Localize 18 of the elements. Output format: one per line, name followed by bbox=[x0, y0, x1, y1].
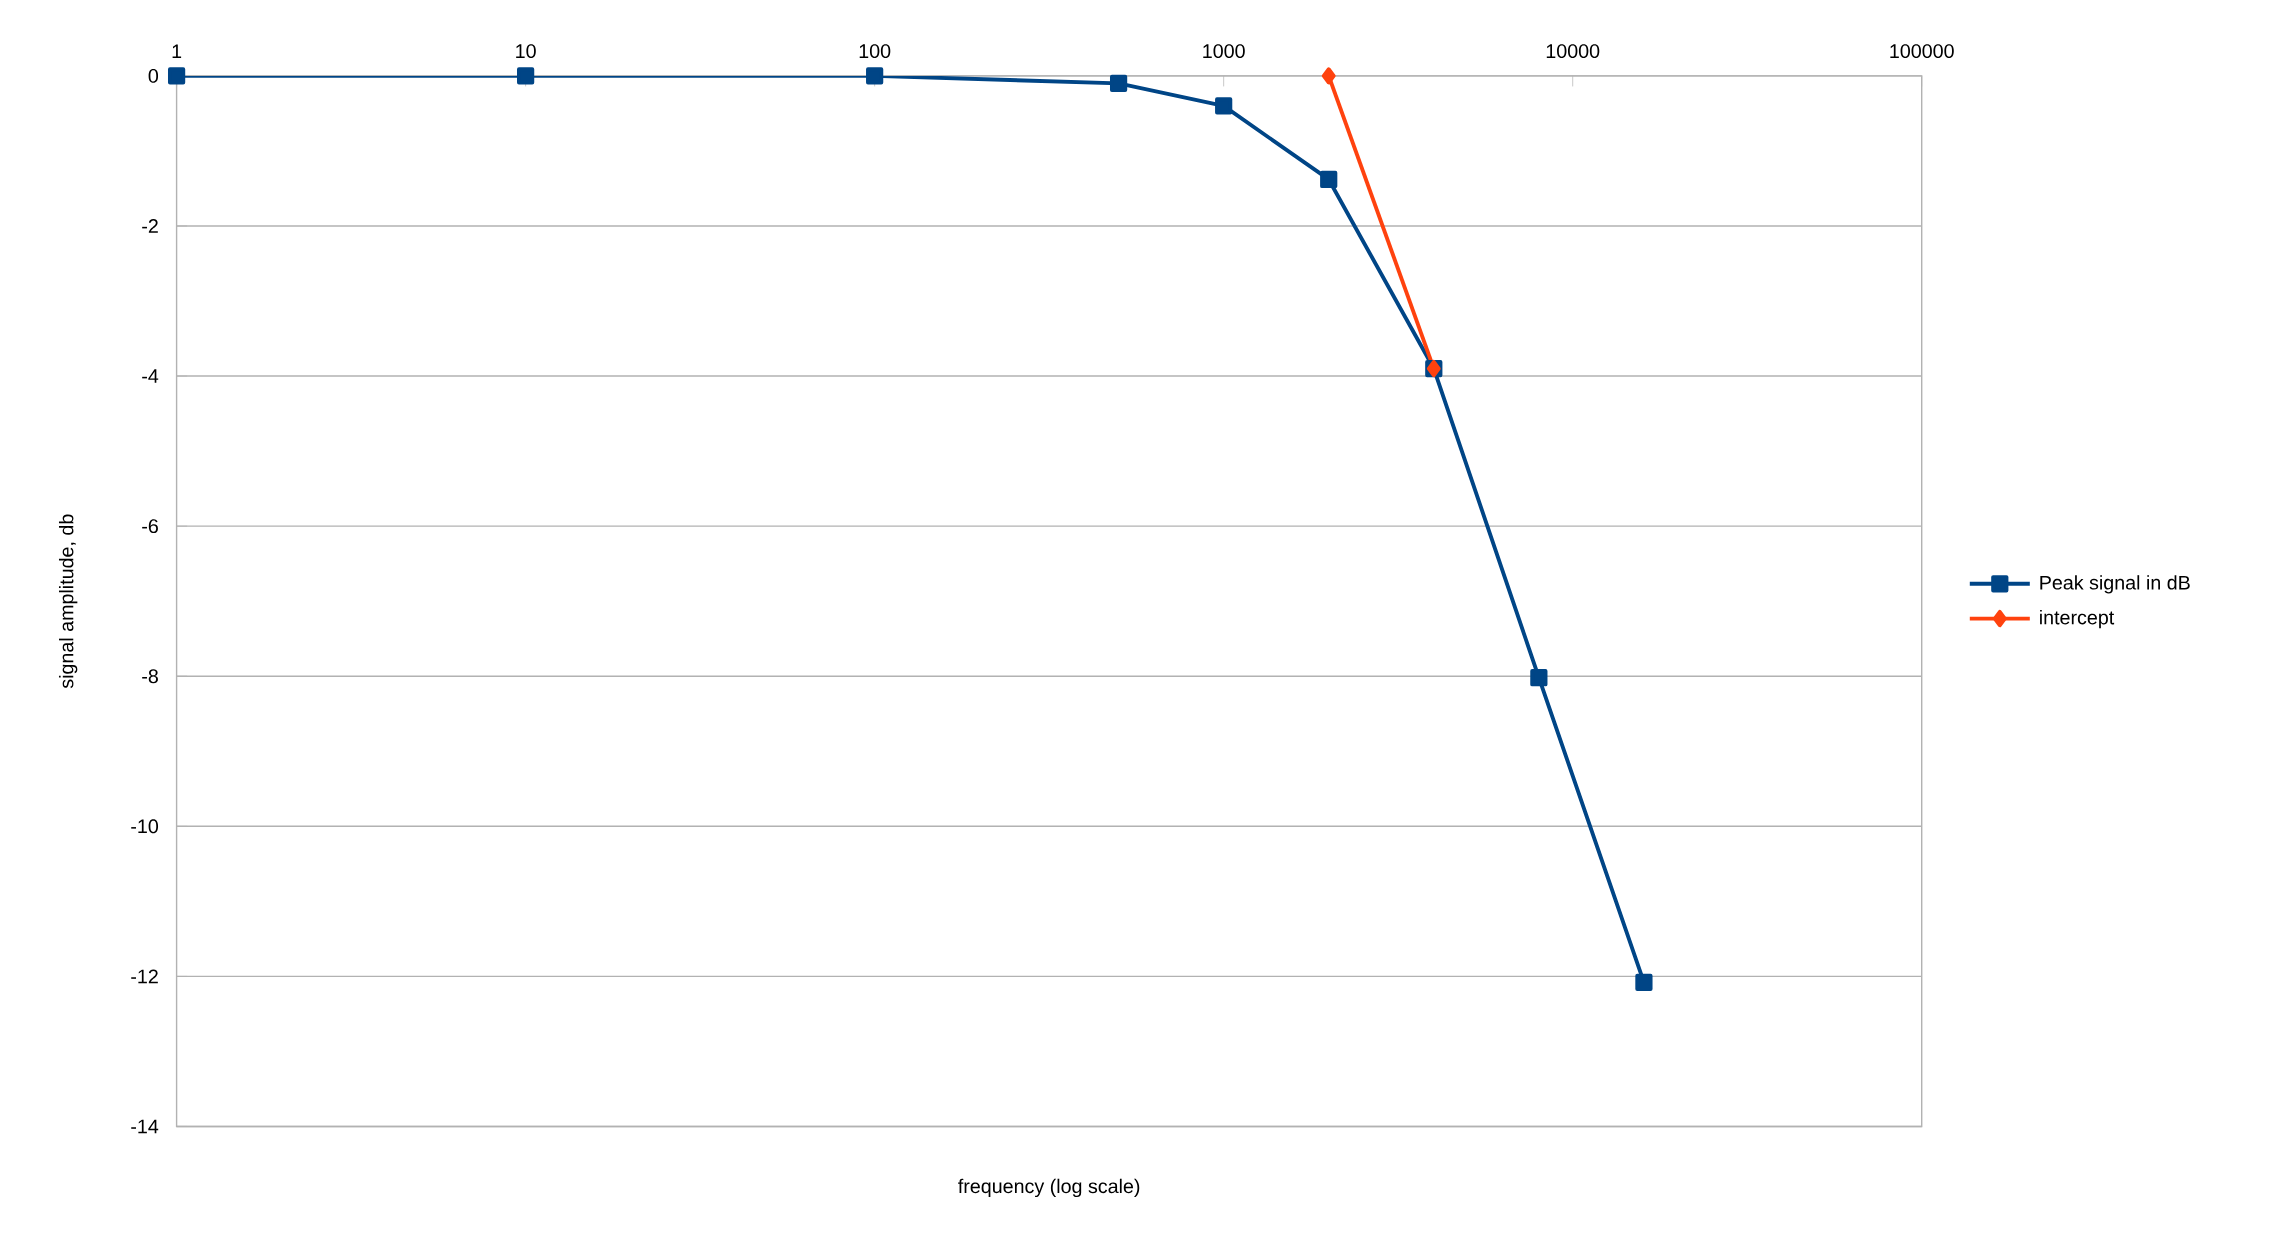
x-tick-label: 100 bbox=[859, 44, 891, 59]
x-axis-title: frequency (log scale) bbox=[958, 1178, 1140, 1198]
x-tick-label: 10 bbox=[516, 44, 536, 59]
y-axis-title: signal amplitude, db bbox=[58, 514, 78, 689]
y-tick-label: -8 bbox=[142, 669, 158, 684]
legend-label: Peak signal in dB bbox=[2040, 575, 2190, 594]
x-tick-label: 1000 bbox=[1203, 44, 1245, 59]
y-tick-label: -14 bbox=[131, 1119, 159, 1134]
x-tick-label: 100000 bbox=[1890, 44, 1954, 59]
y-tick-label: -10 bbox=[131, 819, 159, 834]
legend-label: intercept bbox=[2040, 609, 2115, 629]
y-tick-label: 0 bbox=[148, 68, 159, 83]
x-tick-label: 1 bbox=[172, 44, 182, 59]
y-tick-label: -12 bbox=[131, 969, 158, 984]
y-tick-label: -2 bbox=[142, 219, 158, 233]
y-tick-label: -4 bbox=[142, 369, 159, 383]
x-tick-label: 10000 bbox=[1546, 44, 1600, 59]
y-tick-label: -6 bbox=[142, 519, 158, 534]
